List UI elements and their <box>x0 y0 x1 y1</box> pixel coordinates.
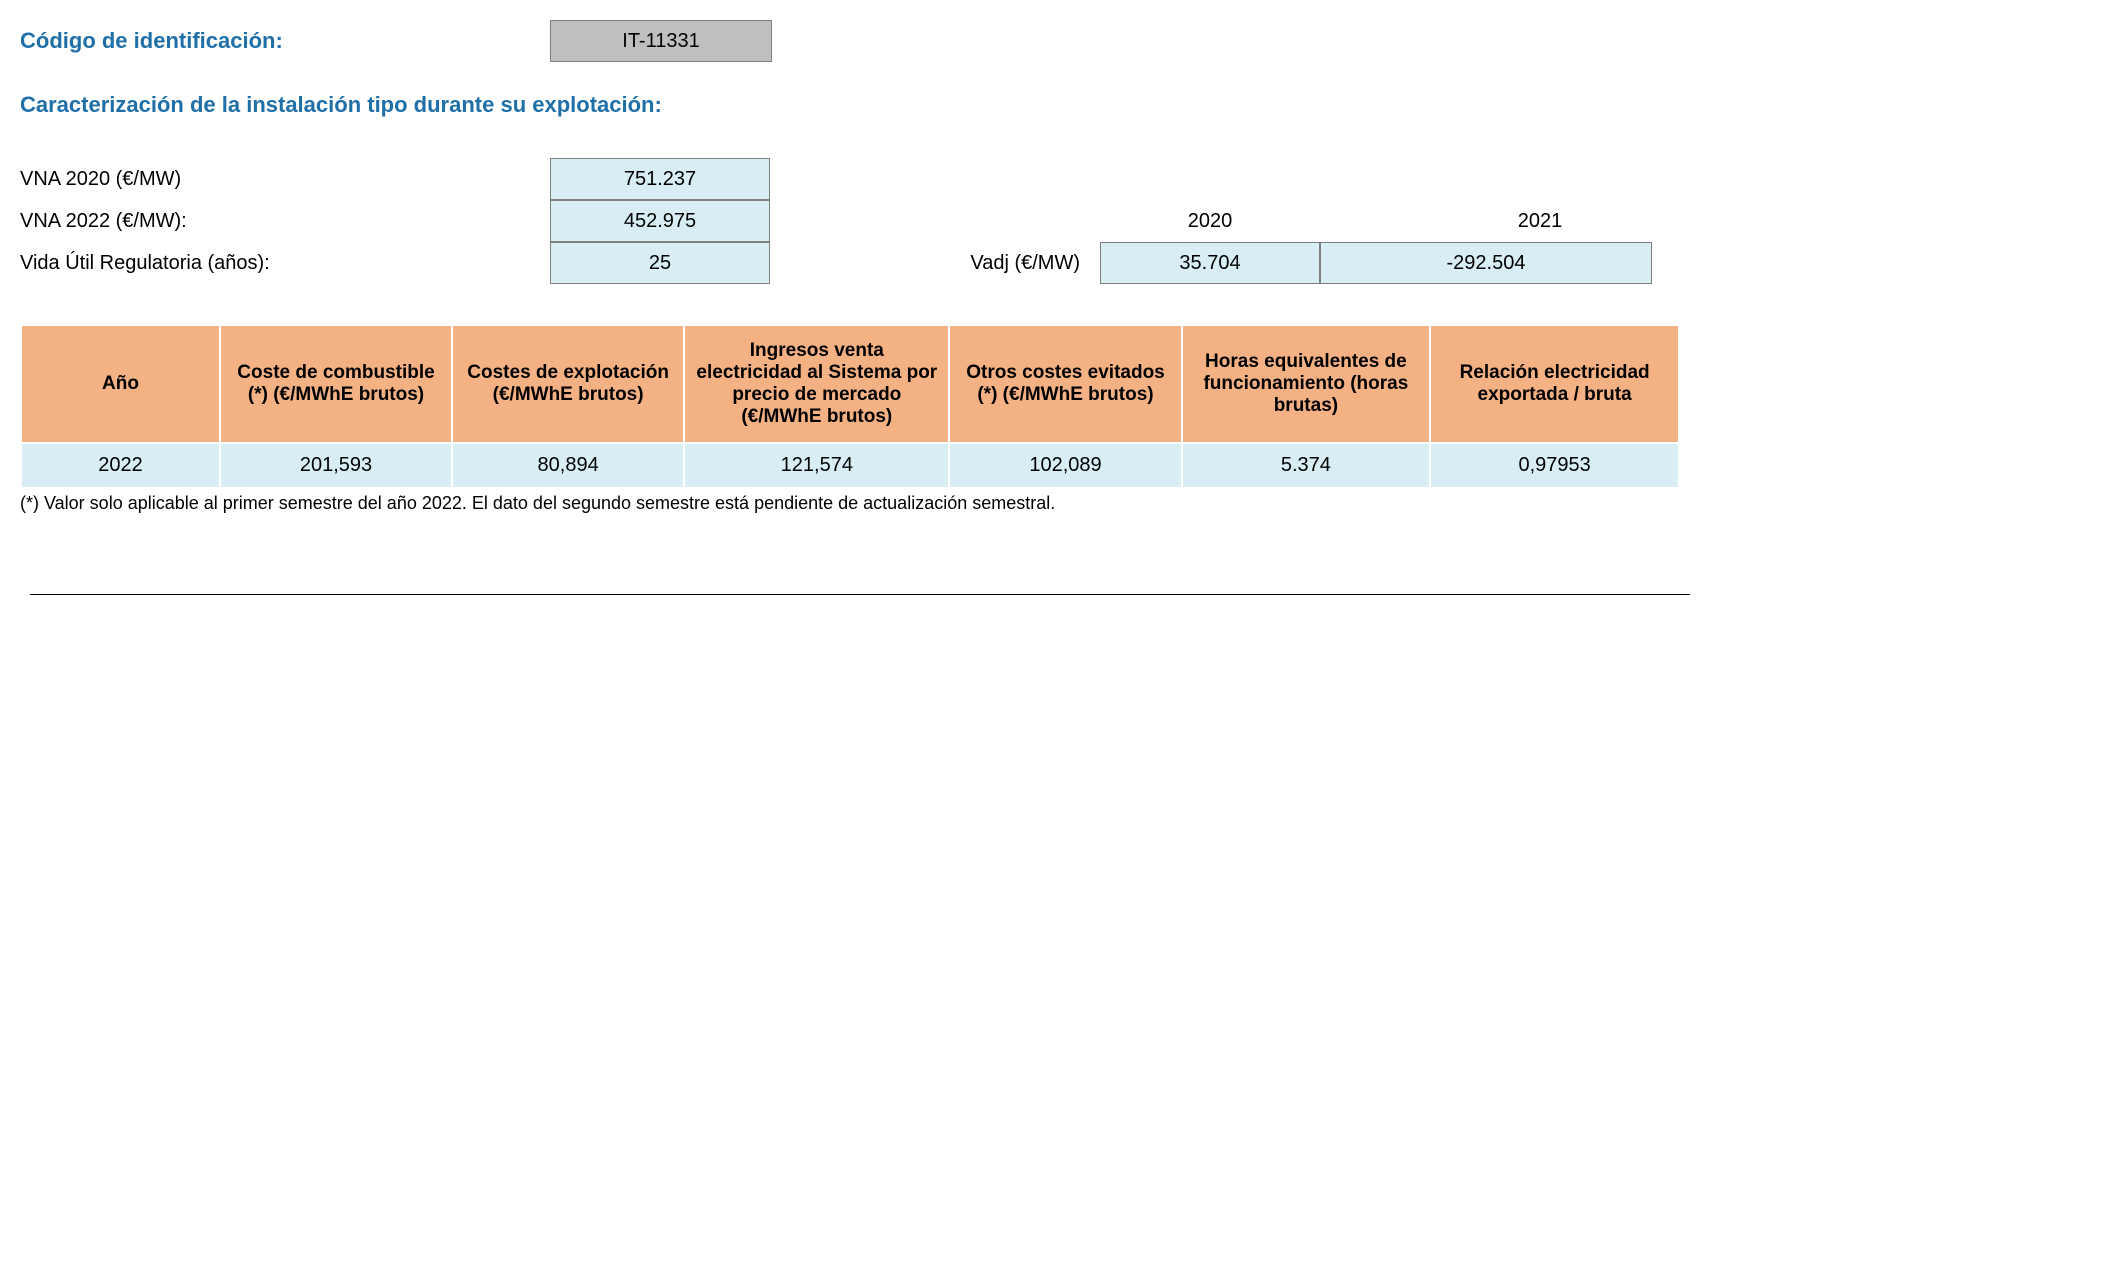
id-row: Código de identificación: IT-11331 <box>20 20 1700 62</box>
cell-ano: 2022 <box>21 443 220 488</box>
id-label: Código de identificación: <box>20 28 550 54</box>
cell-ingresos: 121,574 <box>684 443 949 488</box>
data-table: Año Coste de combustible (*) (€/MWhE bru… <box>20 324 1680 489</box>
divider <box>30 594 1690 595</box>
col-explotacion: Costes de explotación (€/MWhE brutos) <box>452 325 684 443</box>
vadj-2020-value: 35.704 <box>1100 242 1320 284</box>
section-title: Caracterización de la instalación tipo d… <box>20 92 1700 118</box>
params-grid: VNA 2020 (€/MW) 751.237 VNA 2022 (€/MW):… <box>20 158 1700 284</box>
col-ingresos: Ingresos venta electricidad al Sistema p… <box>684 325 949 443</box>
col-horas: Horas equivalentes de funcionamiento (ho… <box>1182 325 1431 443</box>
cell-relacion: 0,97953 <box>1430 443 1679 488</box>
table-row: 2022 201,593 80,894 121,574 102,089 5.37… <box>21 443 1679 488</box>
cell-horas: 5.374 <box>1182 443 1431 488</box>
vna2022-label: VNA 2022 (€/MW): <box>20 202 550 241</box>
id-value-box: IT-11331 <box>550 20 772 62</box>
vna2020-label: VNA 2020 (€/MW) <box>20 160 550 199</box>
cell-explotacion: 80,894 <box>452 443 684 488</box>
vna2020-value: 751.237 <box>550 158 770 200</box>
cell-otros: 102,089 <box>949 443 1181 488</box>
col-relacion: Relación electricidad exportada / bruta <box>1430 325 1679 443</box>
vida-value: 25 <box>550 242 770 284</box>
year-2020-header: 2020 <box>1100 210 1320 233</box>
table-header-row: Año Coste de combustible (*) (€/MWhE bru… <box>21 325 1679 443</box>
year-2021-header: 2021 <box>1430 210 1650 233</box>
col-otros: Otros costes evitados (*) (€/MWhE brutos… <box>949 325 1181 443</box>
col-ano: Año <box>21 325 220 443</box>
vadj-label: Vadj (€/MW) <box>770 244 1100 283</box>
vna2022-value: 452.975 <box>550 200 770 242</box>
col-combustible: Coste de combustible (*) (€/MWhE brutos) <box>220 325 452 443</box>
document-container: Código de identificación: IT-11331 Carac… <box>20 20 1700 595</box>
cell-combustible: 201,593 <box>220 443 452 488</box>
footnote: (*) Valor solo aplicable al primer semes… <box>20 493 1700 514</box>
vida-label: Vida Útil Regulatoria (años): <box>20 244 550 283</box>
vadj-2021-value: -292.504 <box>1320 242 1652 284</box>
